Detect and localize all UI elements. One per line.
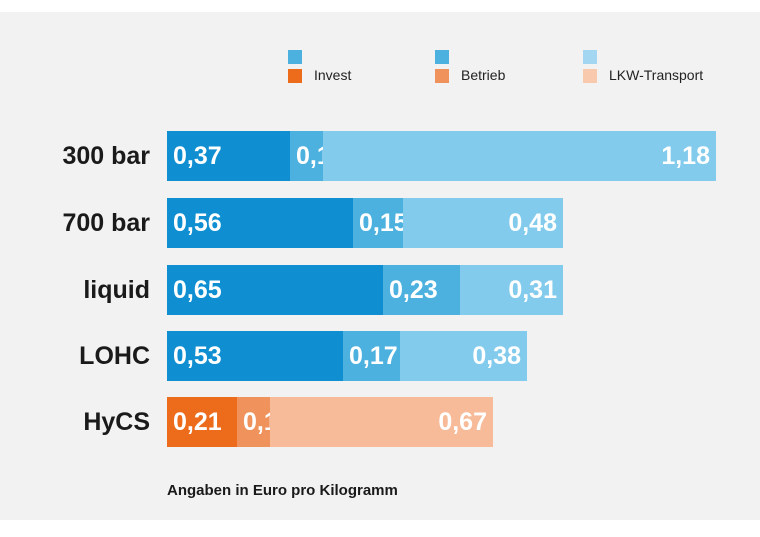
data-label: 0,56 [173,209,222,237]
data-label: 0,31 [508,276,557,304]
bar-segment-betrieb [290,131,323,181]
bar-segment-betrieb [237,397,270,447]
bar-segment-lkw-transport [400,331,527,381]
legend-label: LKW-Transport [609,67,704,83]
data-label: 0,21 [173,408,222,436]
bar-segment-betrieb [383,265,460,315]
bar-segment-lkw-transport [270,397,493,447]
bar-segment-lkw-transport [323,131,716,181]
legend-swatch-bottom [583,69,597,83]
data-label: 0,38 [472,342,521,370]
data-label: 0,53 [173,342,222,370]
bar-segment-lkw-transport [460,265,563,315]
legend-label: Betrieb [461,67,506,83]
legend-swatch-bottom [288,69,302,83]
data-label: 0,23 [389,276,438,304]
data-label: 0,48 [508,209,557,237]
bar-segment-invest [167,198,353,248]
bar-segment-lkw-transport [403,198,563,248]
bar-segment-invest [167,265,383,315]
category-label: 300 bar [62,142,150,170]
category-label: LOHC [79,342,150,370]
data-label: 0,37 [173,142,222,170]
data-label: 0,65 [173,276,222,304]
legend-swatch-top [288,50,302,64]
footnote: Angaben in Euro pro Kilogramm [167,482,398,499]
data-label: 1,18 [661,142,710,170]
chart-panel: Invest Betrieb LKW-Transport 300 bar 0,37 0,… [0,12,760,520]
legend-swatch-top [435,50,449,64]
bar-segment-invest [167,331,343,381]
category-label: HyCS [83,408,150,436]
data-label: 0,15 [359,209,408,237]
bar-segment-betrieb [353,198,403,248]
category-label: 700 bar [62,209,150,237]
legend-label: Invest [314,67,352,83]
bar-segment-betrieb [343,331,400,381]
bar-segment-invest [167,131,290,181]
legend-swatch-bottom [435,69,449,83]
legend-swatch-top [583,50,597,64]
data-label: 0,67 [438,408,487,436]
bar-segment-invest [167,397,237,447]
category-label: liquid [83,276,150,304]
data-label: 0,17 [349,342,398,370]
